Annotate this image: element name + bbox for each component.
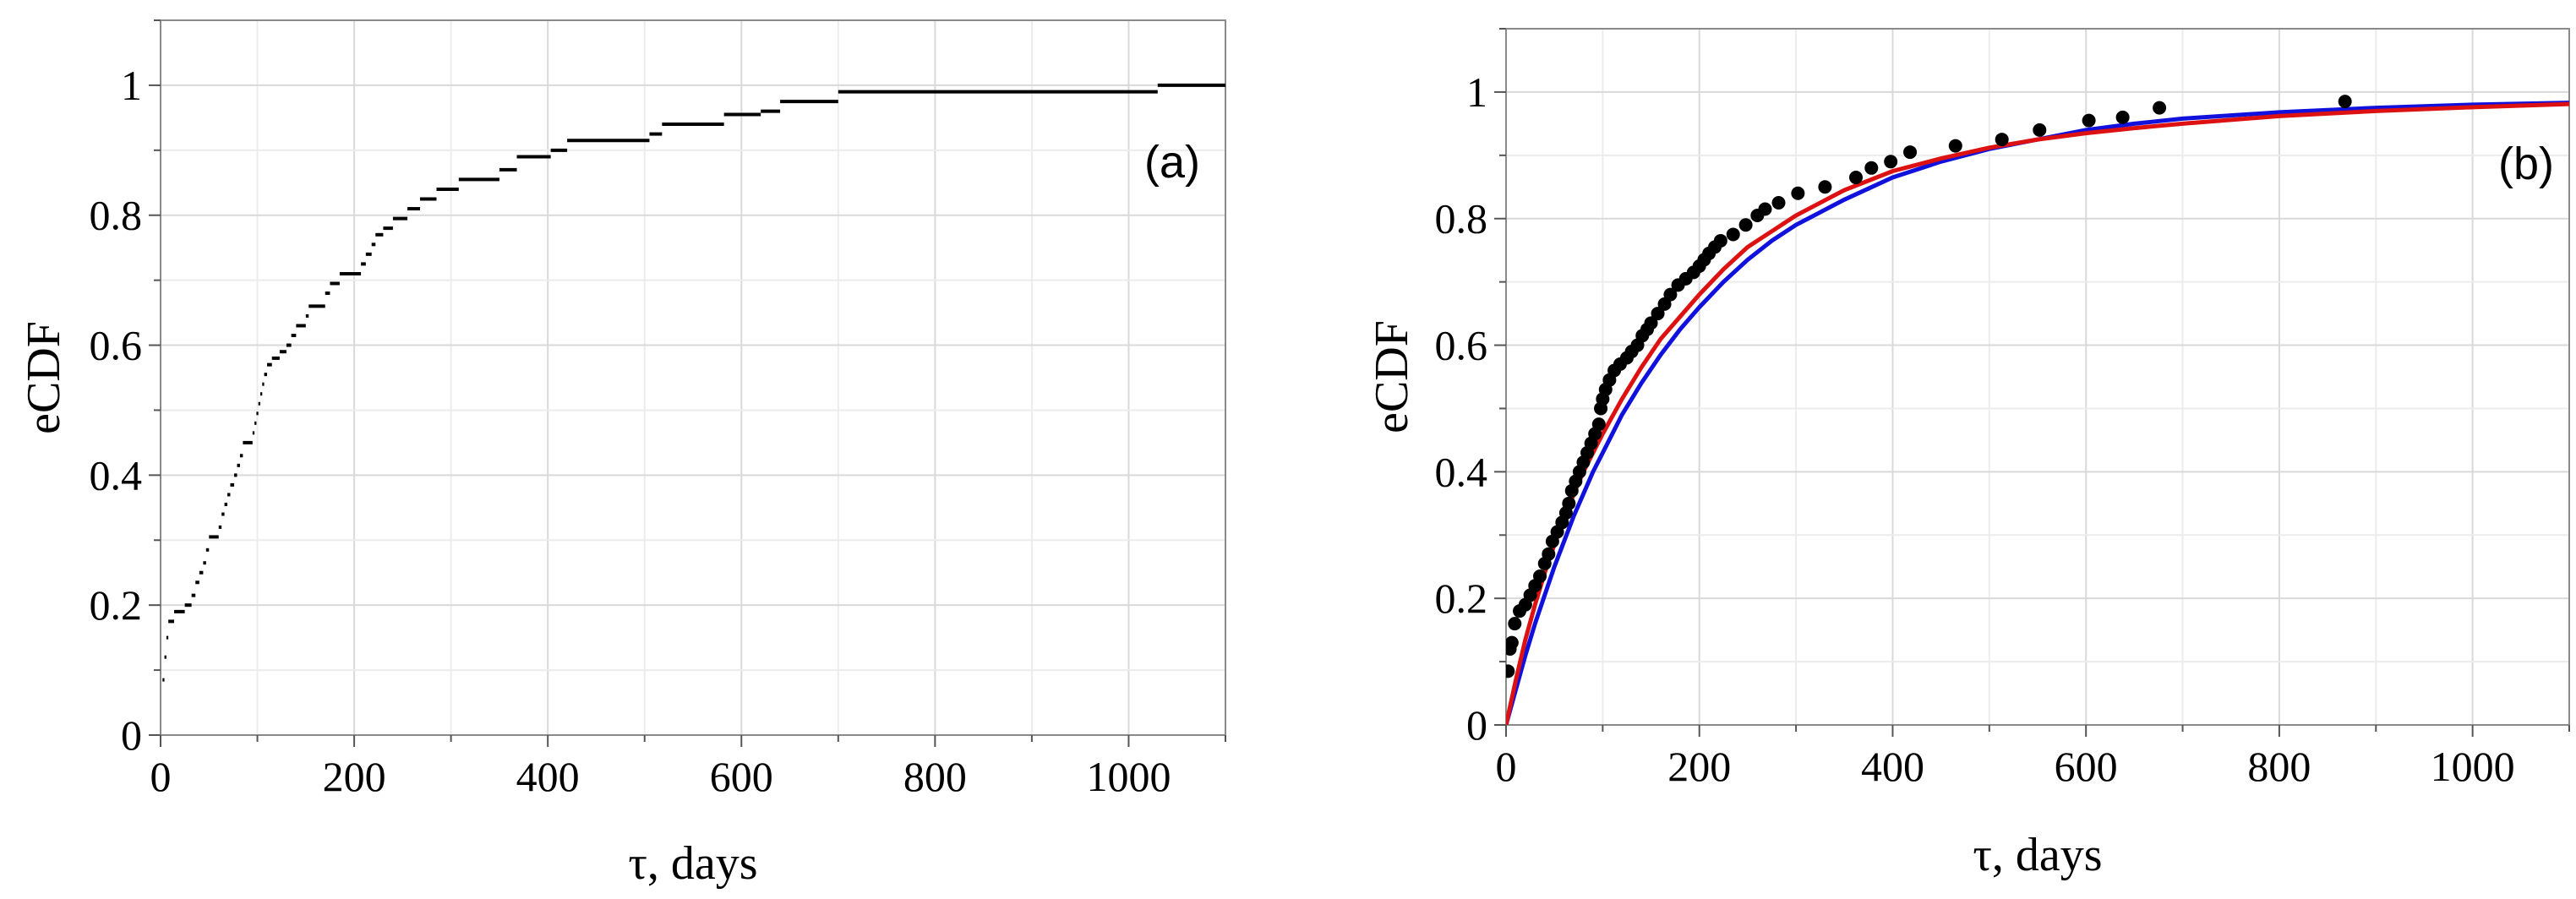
data-point <box>1591 417 1606 432</box>
y-tick-label: 0.4 <box>90 451 143 499</box>
data-point <box>1713 233 1727 248</box>
y-tick-label: 0.2 <box>1435 575 1488 622</box>
x-tick-label: 800 <box>2247 743 2311 790</box>
data-point <box>1542 547 1556 561</box>
x-tick-label: 600 <box>2055 743 2118 790</box>
plot-frame <box>160 19 1226 736</box>
x-tick-label: 200 <box>323 753 386 800</box>
x-tick-label: 600 <box>710 753 773 800</box>
y-tick-label: 0.2 <box>90 581 143 629</box>
x-tick-label: 1000 <box>1086 753 1171 800</box>
data-point <box>1506 664 1515 678</box>
data-point <box>2115 110 2130 124</box>
data-point <box>1651 307 1665 321</box>
tick-marks <box>149 19 1226 747</box>
data-point <box>1508 617 1522 631</box>
data-point <box>1903 145 1918 160</box>
data-point <box>1818 180 1832 194</box>
data-layer <box>1506 95 2569 725</box>
plot-frame <box>1505 28 2570 726</box>
panel-label: (a) <box>1144 137 1200 188</box>
y-tick-label: 0.4 <box>1435 448 1488 495</box>
y-tick-label: 0.6 <box>1435 322 1488 369</box>
x-tick-label: 200 <box>1667 743 1731 790</box>
y-axis-title: eCDF <box>18 321 70 434</box>
data-point <box>1758 202 1772 216</box>
data-point <box>1884 155 1898 169</box>
y-tick-label: 0 <box>121 711 142 759</box>
data-point <box>1738 218 1753 232</box>
panel-label: (b) <box>2498 139 2554 189</box>
tick-marks <box>1494 28 2570 737</box>
data-point <box>1995 133 2009 147</box>
data-point <box>1663 287 1678 302</box>
x-tick-label: 0 <box>150 753 172 800</box>
data-point <box>1771 196 1786 210</box>
data-point <box>2153 101 2167 115</box>
data-point <box>1562 496 1576 510</box>
data-point <box>2033 123 2047 137</box>
gridlines <box>160 19 1226 736</box>
data-layer <box>162 83 1225 682</box>
data-point <box>2338 95 2352 109</box>
y-tick-label: 0 <box>1466 701 1487 749</box>
y-tick-label: 1 <box>121 62 142 109</box>
data-point <box>1533 569 1547 583</box>
data-point <box>1791 186 1805 200</box>
y-tick-label: 0.6 <box>90 322 143 369</box>
x-tick-label: 400 <box>1861 743 1924 790</box>
fit-curve-red <box>1506 101 2569 725</box>
data-point <box>1506 635 1519 650</box>
data-point <box>1644 316 1658 330</box>
y-tick-label: 0.8 <box>90 192 143 239</box>
data-point <box>1948 139 1962 153</box>
x-tick-label: 400 <box>516 753 580 800</box>
data-point <box>1848 171 1863 185</box>
panel-a: 0 200 400 600 800 1000 0 0.2 0.4 0.6 0.8 1 τ, days eC… <box>18 19 1226 890</box>
data-point <box>1726 227 1740 242</box>
y-tick-label: 1 <box>1466 68 1487 116</box>
x-tick-label: 0 <box>1496 743 1517 790</box>
panel-b: 0 200 400 600 800 1000 0 0.2 0.4 0.6 0.8 1 τ, days eC… <box>1366 28 2570 881</box>
y-tick-label: 0.8 <box>1435 195 1488 242</box>
x-tick-label: 800 <box>903 753 967 800</box>
x-axis-title: τ, days <box>1973 829 2102 881</box>
y-axis-title: eCDF <box>1366 320 1418 433</box>
fit-curve-blue <box>1506 101 2569 725</box>
x-tick-label: 1000 <box>2431 743 2515 790</box>
x-axis-title: τ, days <box>628 837 757 890</box>
data-point <box>2082 113 2096 128</box>
data-point <box>1864 161 1879 175</box>
